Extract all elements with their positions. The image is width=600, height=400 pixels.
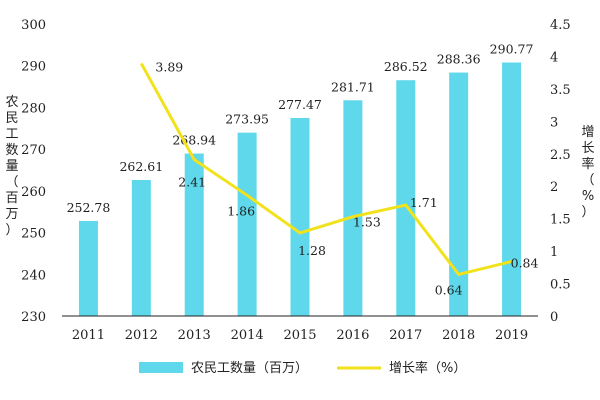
line-value-label: 1.71: [410, 195, 438, 210]
growth-rate-line: [140, 62, 512, 276]
x-tick-label: 2016: [336, 328, 369, 343]
bar: [396, 80, 416, 316]
bar-series: [78, 62, 522, 317]
bar: [290, 117, 310, 316]
line-value-label: 1.86: [227, 203, 255, 218]
bar-value-label: 288.36: [437, 52, 481, 67]
left-y-axis-title: 农民工数量（百万）: [5, 95, 18, 238]
line-value-label: 3.89: [155, 60, 183, 75]
bar: [131, 179, 151, 316]
legend: 农民工数量（百万） 增长率（%）: [139, 360, 466, 376]
bar-value-label: 290.77: [490, 42, 534, 57]
x-tick-label: 2018: [442, 328, 475, 343]
right-y-axis-ticks: 0 0.5 1 1.5 2 2.5 3 3.5 4 4.5: [550, 18, 571, 325]
left-y-axis-ticks: 230 240 250 260 270 280 290 300: [21, 18, 46, 325]
left-y-tick-label: 280: [21, 101, 46, 116]
bar-data-labels: 252.78 262.61 268.94 273.95 277.47 281.71 286.…: [67, 42, 534, 215]
bar: [343, 100, 363, 316]
x-tick-label: 2013: [178, 328, 211, 343]
line-value-label: 2.41: [178, 175, 206, 190]
legend-bar-label: 农民工数量（百万）: [191, 361, 308, 376]
bar: [449, 72, 469, 317]
right-y-tick-label: 2: [550, 180, 558, 195]
line-value-label: 1.53: [353, 215, 381, 230]
left-y-axis-title-text: 农民工数量（百万）: [5, 95, 18, 238]
right-y-tick-label: 0.5: [550, 278, 571, 293]
bar-value-label: 252.78: [67, 200, 111, 215]
x-axis-ticks: 2011 2012 2013 2014 2015 2016 2017 2018 2019: [72, 328, 528, 343]
bar-value-label: 286.52: [384, 59, 428, 74]
line-value-label: 1.28: [298, 243, 326, 258]
legend-bar-swatch: [139, 362, 183, 373]
right-y-tick-label: 4.5: [550, 18, 571, 33]
x-tick-label: 2012: [125, 328, 158, 343]
right-y-tick-label: 3: [550, 115, 558, 130]
bar-value-label: 273.95: [225, 112, 269, 127]
line-value-label: 0.64: [435, 282, 463, 297]
right-y-tick-label: 1: [550, 245, 558, 260]
x-tick-label: 2019: [495, 328, 528, 343]
x-tick-label: 2017: [389, 328, 422, 343]
x-tick-label: 2011: [72, 328, 105, 343]
left-y-tick-label: 290: [21, 60, 46, 75]
right-y-tick-label: 3.5: [550, 83, 571, 98]
left-y-tick-label: 240: [21, 268, 46, 283]
right-y-tick-label: 1.5: [550, 213, 571, 228]
line-data-labels: 3.89 2.41 1.86 1.28 1.53 1.71 0.64 0.84: [155, 60, 538, 298]
x-tick-label: 2014: [231, 328, 264, 343]
line-series: [140, 62, 512, 276]
left-y-tick-label: 300: [21, 18, 46, 33]
right-y-tick-label: 2.5: [550, 148, 571, 163]
right-y-tick-label: 4: [550, 50, 558, 65]
bar-value-label: 281.71: [331, 79, 375, 94]
right-y-tick-label: 0: [550, 310, 558, 325]
bar-value-label: 262.61: [119, 159, 163, 174]
right-y-axis-title: 增长率（%）: [581, 125, 594, 220]
left-y-tick-label: 250: [21, 227, 46, 242]
left-y-tick-label: 230: [21, 310, 46, 325]
bar: [78, 220, 98, 316]
bar: [237, 132, 257, 316]
left-y-tick-label: 260: [21, 185, 46, 200]
bar: [502, 62, 522, 316]
bar-value-label: 277.47: [278, 97, 322, 112]
bar: [184, 153, 204, 316]
legend-line-label: 增长率（%）: [389, 360, 466, 376]
x-tick-label: 2015: [283, 328, 316, 343]
bar-value-label: 268.94: [172, 133, 216, 148]
right-y-axis-title-text: 增长率（%）: [581, 125, 594, 220]
line-value-label: 0.84: [511, 255, 539, 270]
left-y-tick-label: 270: [21, 143, 46, 158]
